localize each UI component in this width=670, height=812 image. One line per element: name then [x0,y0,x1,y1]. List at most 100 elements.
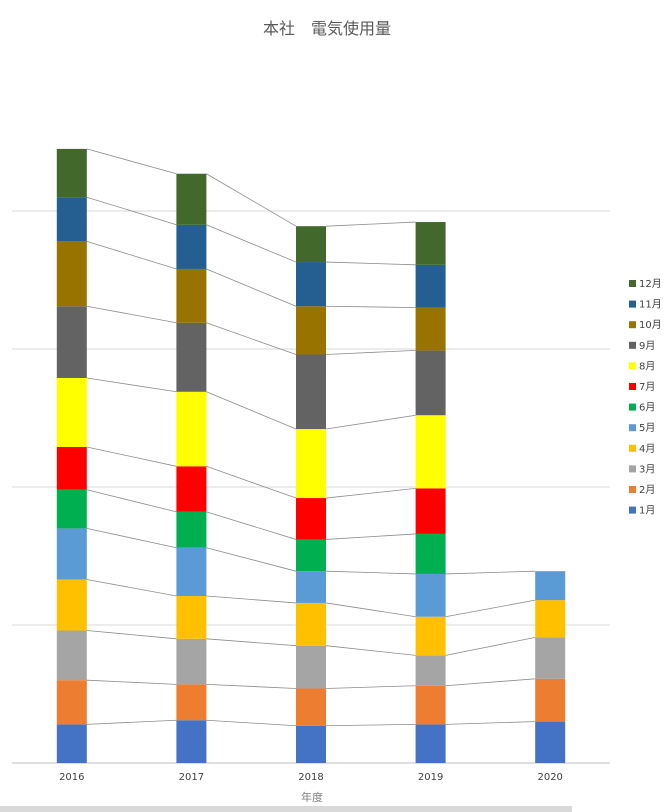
series-line [445,599,536,618]
bar-segment [415,415,446,489]
series-line [86,528,177,549]
bar-segment [296,571,326,603]
bar-segment [56,241,87,307]
bar-segment [296,429,326,499]
legend-label: 5月 [639,422,655,434]
legend-item: 9月 [629,340,655,352]
series-line [206,595,297,604]
legend-item: 12月 [629,278,662,290]
legend-swatch [629,280,636,287]
bar-segment [56,306,87,378]
series-line [206,547,297,572]
series-line [86,377,177,393]
legend-label: 6月 [639,402,655,414]
bar-segment [296,688,326,726]
legend-item: 1月 [629,505,655,517]
bar-segment [56,489,87,529]
bar-stacks [56,148,566,763]
legend: 12月 11月 10月 9月 8月 7月 6月 5月 4月 3月 2月 1月 [629,278,662,517]
series-line [86,579,177,597]
legend-swatch [629,321,636,329]
bar-segment [535,637,566,679]
legend-swatch [629,383,636,390]
bar-segment [415,264,446,308]
series-line [206,391,297,430]
bar-segment [176,596,207,639]
bar-segment [296,262,326,307]
series-line [86,148,177,175]
horizontal-scrollbar[interactable] [0,806,572,812]
bar-segment [415,350,446,416]
bar-segment [535,678,566,722]
bar-segment [296,498,326,540]
series-line [325,261,416,266]
bar-segment [176,391,207,467]
legend-label: 2月 [639,484,655,496]
bar-segment [176,684,207,721]
series-line [86,446,177,467]
series-line [86,196,177,226]
legend-label: 4月 [639,443,655,455]
bar-segment [535,600,566,638]
bar-segment [176,638,207,685]
legend-swatch [629,506,636,514]
legend-item: 3月 [629,463,655,475]
series-line [86,305,177,324]
series-line [325,570,416,575]
bar-segment [296,306,326,355]
series-line [206,465,297,499]
bar-segment [176,173,207,225]
bar-segment [176,511,207,548]
series-line [445,570,536,575]
series-line [325,349,416,355]
bar-segment [415,655,446,686]
legend-swatch [629,465,636,473]
legend-label: 12月 [639,278,662,290]
bar-segment [415,222,446,265]
series-line [325,645,416,656]
series-line [206,683,297,689]
legend-swatch [629,424,636,432]
bar-segment [56,148,87,198]
series-line [445,637,536,656]
legend-label: 10月 [639,319,662,331]
x-tick-label: 2020 [537,772,562,783]
series-line [325,685,416,689]
bar-segment [415,616,446,656]
x-axis-title: 年度 [301,790,323,804]
series-line [206,719,297,727]
series-line [206,224,297,263]
series-line [206,322,297,355]
series-line [206,173,297,227]
series-line [325,487,416,499]
series-line [206,268,297,307]
series-line [445,678,536,687]
bar-segment [535,571,566,601]
x-tick-label: 2019 [418,772,443,783]
bar-segment [415,533,446,574]
series-line [325,533,416,540]
bar-segment [176,224,207,269]
legend-swatch [629,362,636,370]
bar-segment [415,488,446,534]
legend-swatch [629,444,636,452]
legend-item: 11月 [629,299,662,311]
bar-segment [56,579,87,631]
bar-segment [56,446,87,490]
bar-segment [296,226,326,263]
legend-label: 1月 [639,505,655,517]
series-line [86,679,177,685]
legend-label: 7月 [639,381,655,393]
bar-segment [176,547,207,597]
x-tick-label: 2018 [298,772,323,783]
series-line [86,489,177,513]
series-line [206,511,297,540]
chart-title: 本社 電気使用量 [263,19,391,38]
series-line [86,630,177,640]
legend-item: 7月 [629,381,655,393]
bar-segment [415,685,446,725]
legend-item: 2月 [629,484,655,496]
bar-segment [535,721,566,763]
legend-item: 10月 [629,319,662,331]
bar-segment [176,268,207,323]
